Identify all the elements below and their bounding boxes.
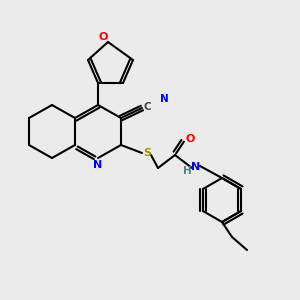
Text: C: C (143, 102, 151, 112)
Text: N: N (160, 94, 168, 104)
Text: O: O (98, 32, 108, 42)
Text: N: N (93, 160, 103, 170)
Text: N: N (191, 162, 201, 172)
Text: S: S (143, 148, 151, 158)
Text: H: H (183, 166, 191, 176)
Text: O: O (185, 134, 195, 144)
